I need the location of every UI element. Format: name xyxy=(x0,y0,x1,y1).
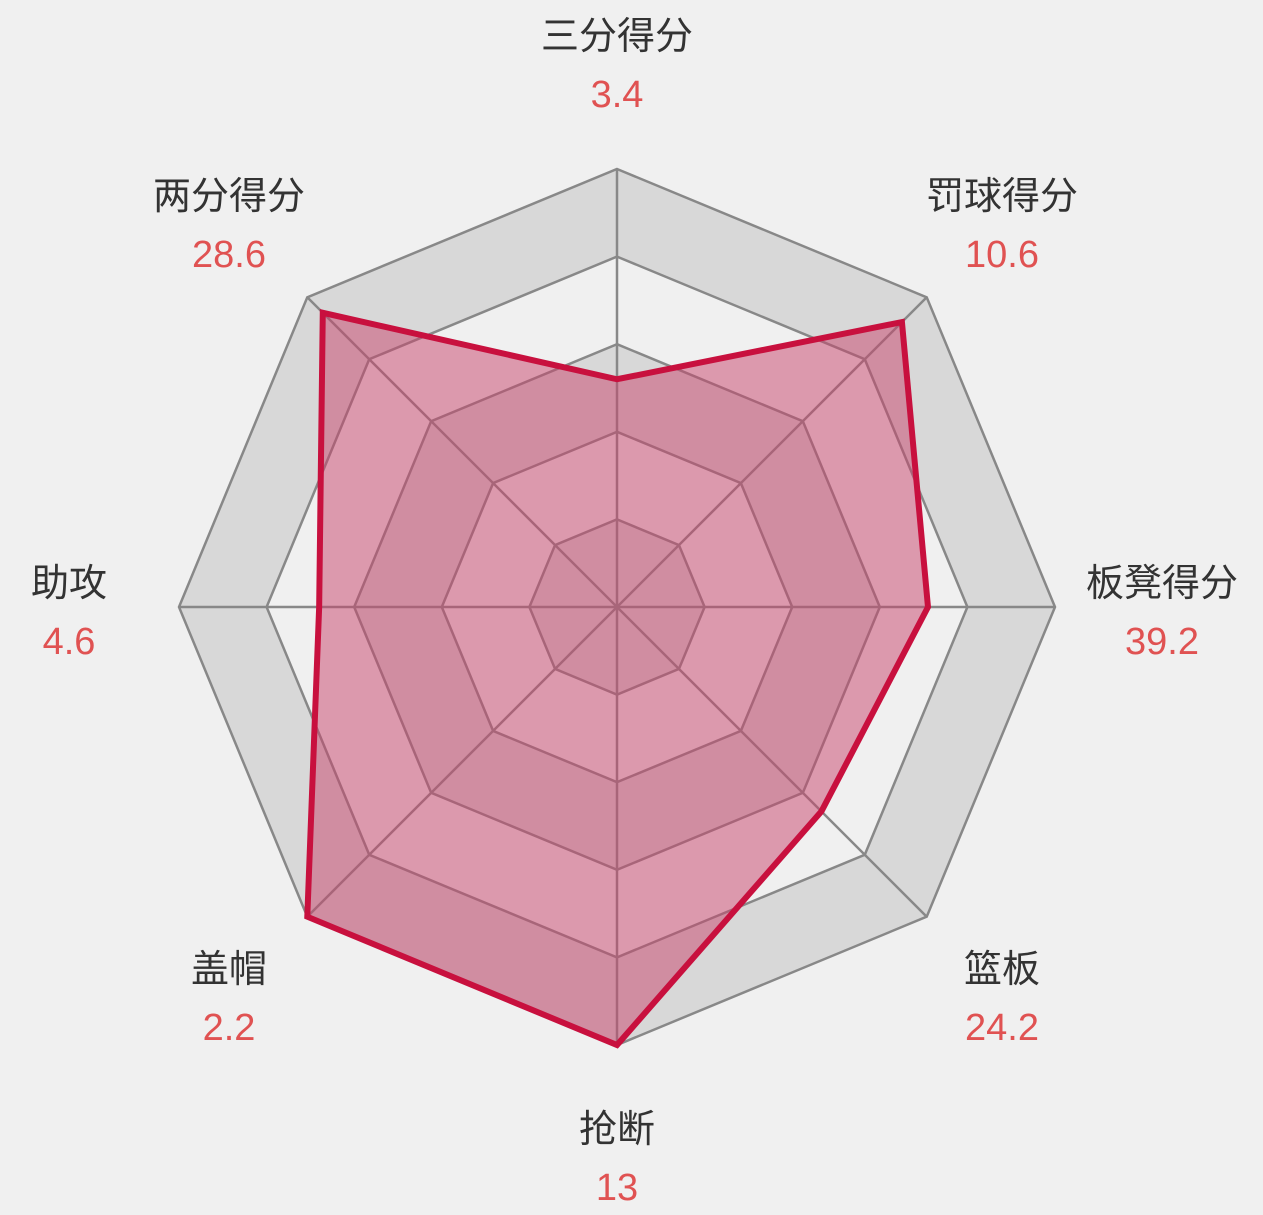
axis-value-3: 24.2 xyxy=(965,1007,1039,1049)
axis-value-0: 3.4 xyxy=(591,74,644,116)
axis-label-1: 罚球得分 xyxy=(926,174,1078,218)
series-area xyxy=(304,309,932,1049)
axis-value-4: 13 xyxy=(596,1167,638,1209)
axis-value-7: 28.6 xyxy=(192,234,266,276)
axis-value-6: 4.6 xyxy=(43,621,96,663)
axis-value-2: 39.2 xyxy=(1125,621,1199,663)
axis-label-3: 篮板 xyxy=(964,947,1040,991)
axis-label-6: 助攻 xyxy=(31,561,107,605)
axis-label-4: 抢断 xyxy=(579,1107,655,1151)
axis-label-5: 盖帽 xyxy=(191,947,267,991)
axis-value-1: 10.6 xyxy=(965,234,1039,276)
series-layer xyxy=(304,309,932,1049)
axis-label-2: 板凳得分 xyxy=(1086,561,1238,605)
axis-value-5: 2.2 xyxy=(203,1007,256,1049)
labels-layer: 三分得分 3.4 罚球得分 10.6 板凳得分 39.2 篮板 24.2 抢断 13 盖帽 2.2 助攻… xyxy=(31,14,1238,1209)
axis-label-0: 三分得分 xyxy=(541,14,693,58)
axis-label-7: 两分得分 xyxy=(153,174,305,218)
